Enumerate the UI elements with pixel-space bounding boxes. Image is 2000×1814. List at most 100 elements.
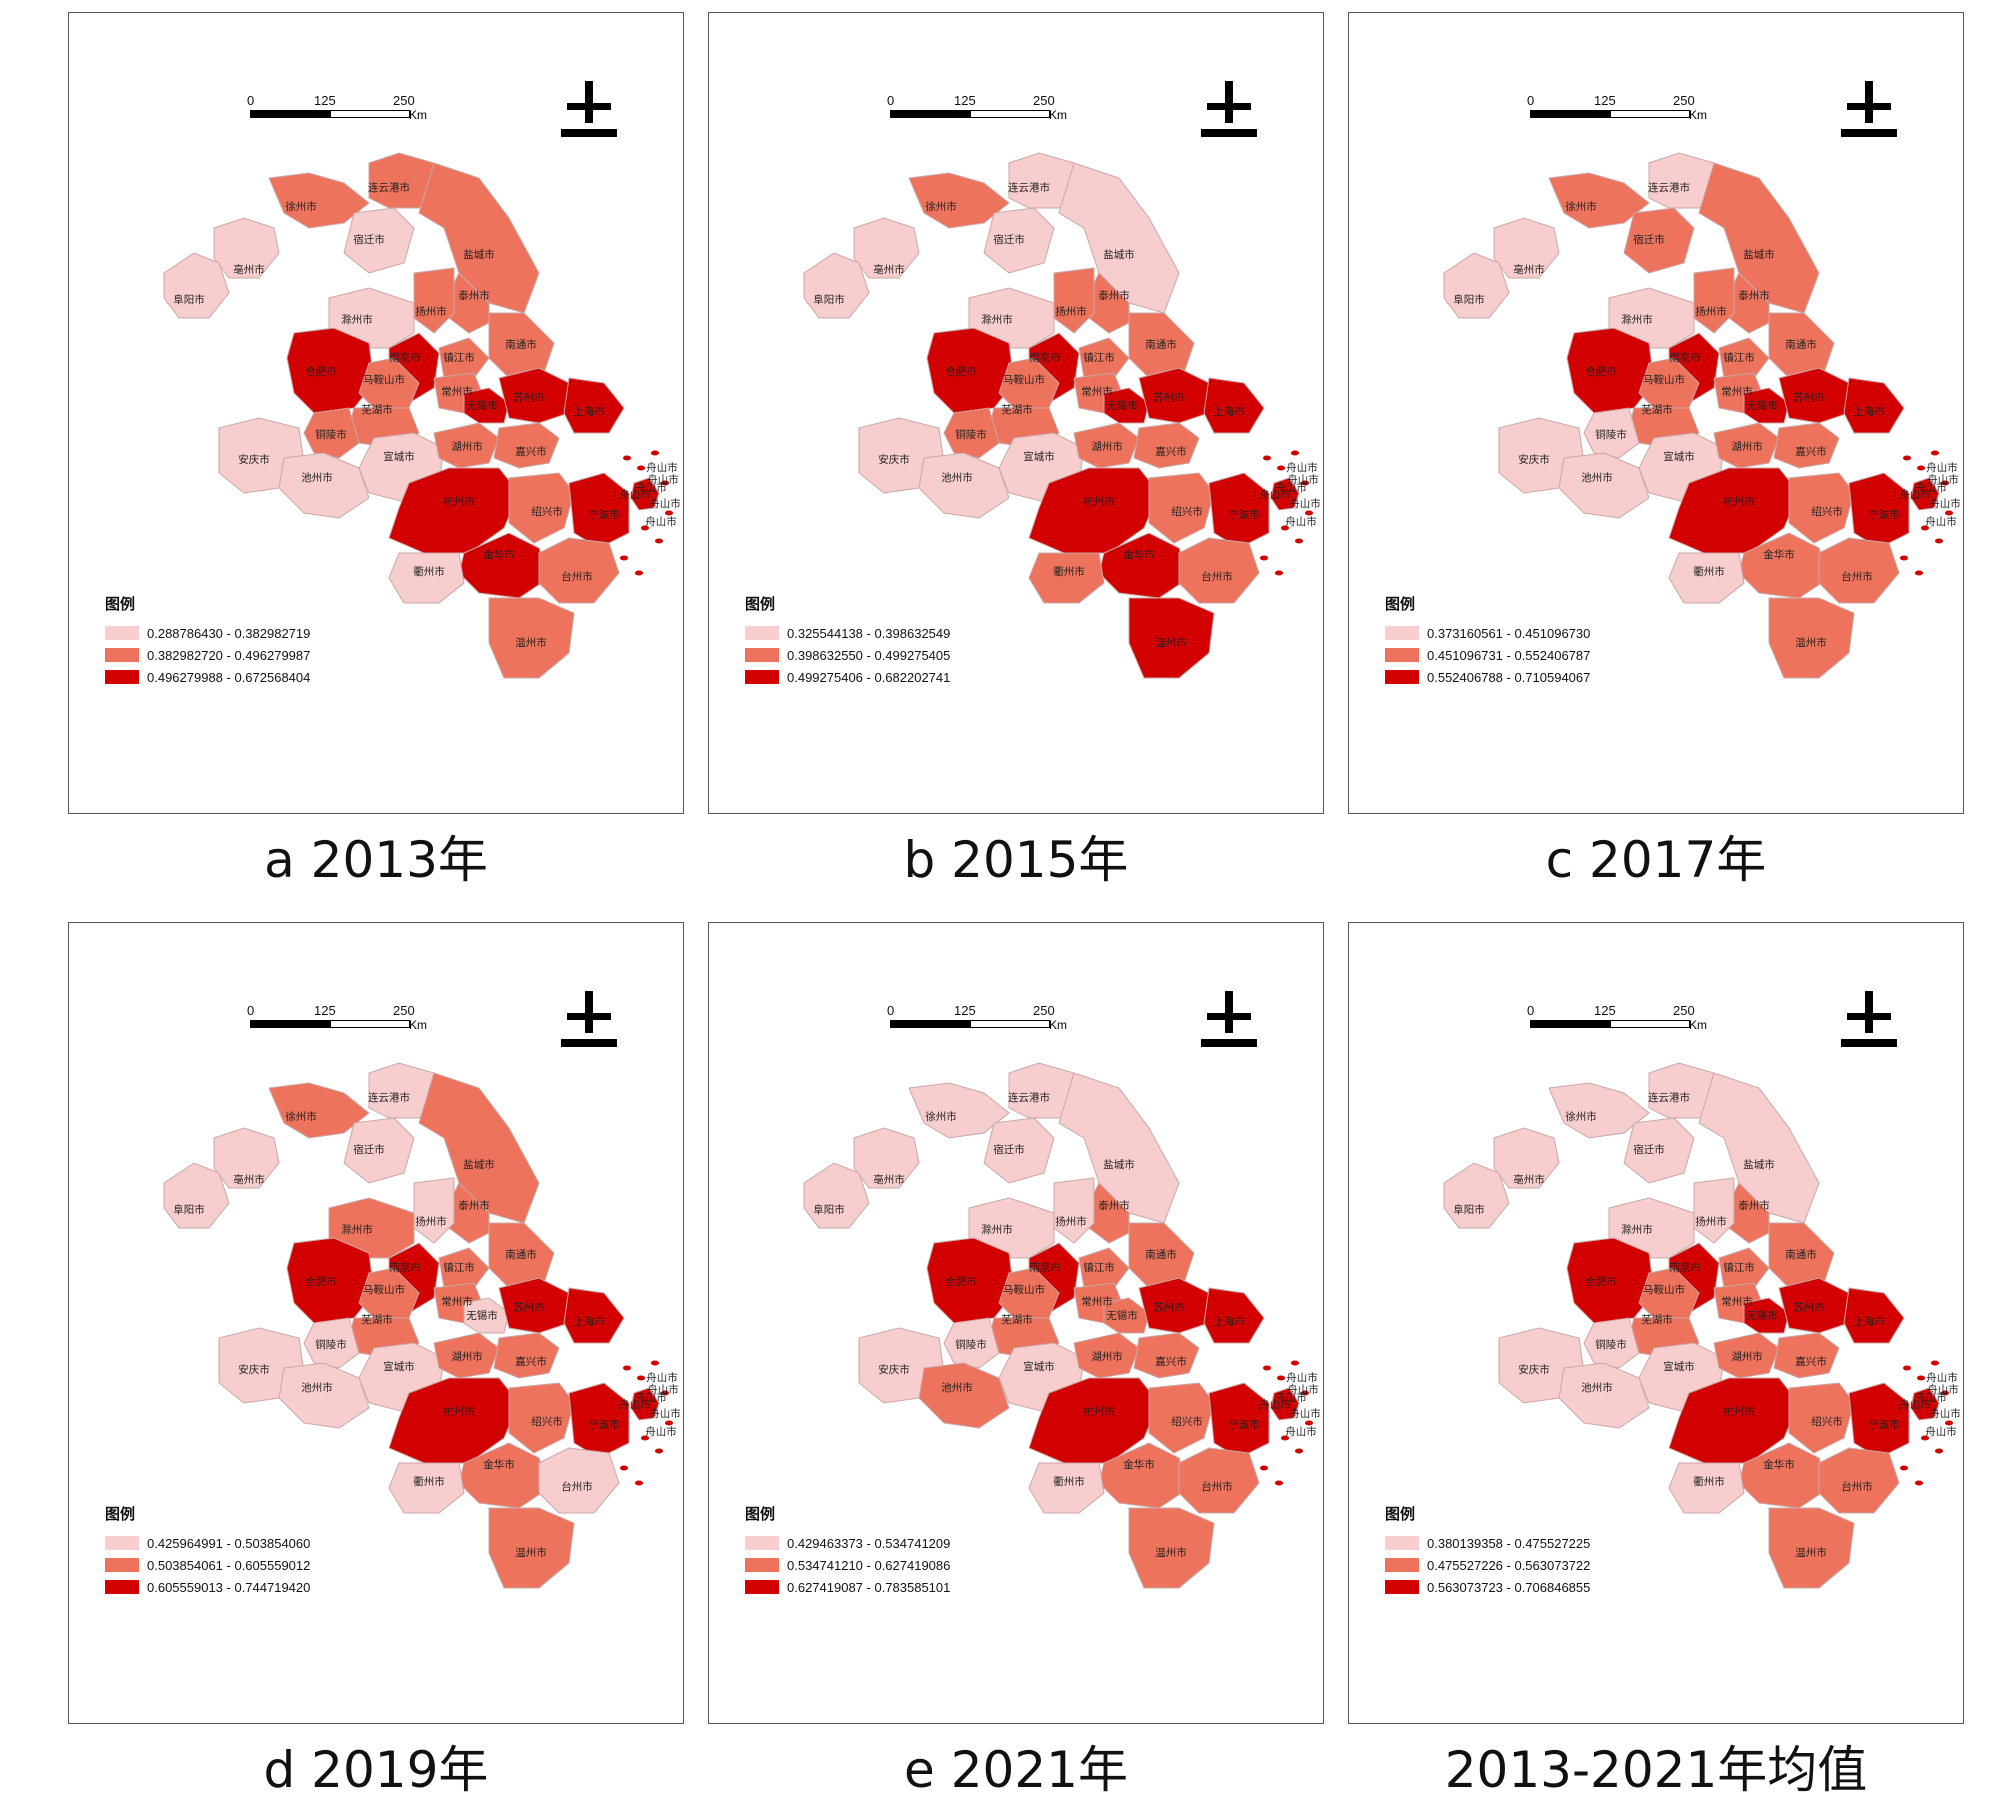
city-label: 安庆市 <box>878 453 910 466</box>
city-label: 宿迁市 <box>993 233 1025 246</box>
city-label: 宁波市 <box>1868 1418 1900 1431</box>
city-label: 衢州市 <box>413 565 445 578</box>
city-label: 滁州市 <box>1621 313 1653 326</box>
region-台州市 <box>538 537 620 604</box>
city-label: 苏州市 <box>1793 391 1825 404</box>
city-label: 滁州市 <box>341 1223 373 1236</box>
city-label: 马鞍山市 <box>1003 1283 1045 1296</box>
city-label: 滁州市 <box>981 313 1013 326</box>
city-label: 杭州市 <box>1723 1405 1755 1418</box>
city-label: 杭州市 <box>1723 495 1755 508</box>
island-mark <box>635 570 643 576</box>
scale-tick-label: 0 <box>887 93 895 108</box>
island-mark <box>641 1435 649 1441</box>
city-label: 常州市 <box>441 385 473 398</box>
region-舟山市 <box>630 477 660 511</box>
region-阜阳市 <box>1443 252 1510 319</box>
scale-tick-label: 125 <box>954 93 976 108</box>
region-舟山市 <box>1910 477 1940 511</box>
city-label: 安庆市 <box>238 453 270 466</box>
city-label: 泰州市 <box>1098 289 1130 302</box>
region-温州市 <box>1128 1507 1215 1589</box>
map-legend: 图例 0.288786430 - 0.382982719 0.382982720 -… <box>105 593 405 688</box>
legend-swatch <box>1385 1536 1419 1550</box>
legend-item: 0.552406788 - 0.710594067 <box>1385 666 1685 688</box>
city-label: 苏州市 <box>1153 1301 1185 1314</box>
city-label: 铜陵市 <box>955 1338 987 1351</box>
city-label: 舟山市 <box>1929 497 1961 510</box>
region-扬州市 <box>1693 267 1735 334</box>
region-宿迁市 <box>1623 207 1695 274</box>
region-宁波市 <box>568 1382 630 1459</box>
island-mark <box>1275 570 1283 576</box>
island-mark <box>1931 1360 1939 1366</box>
city-label: 温州市 <box>515 1546 547 1559</box>
region-铜陵市 <box>303 1317 360 1369</box>
city-label: 杭州市 <box>1083 1405 1115 1418</box>
city-label: 合肥市 <box>305 1275 337 1288</box>
city-label: 苏州市 <box>1793 1301 1825 1314</box>
city-label: 铜陵市 <box>1595 1338 1627 1351</box>
region-无锡市 <box>1743 1297 1790 1334</box>
scale-segment <box>1610 110 1690 118</box>
scale-segment <box>890 1020 970 1028</box>
region-盐城市 <box>418 1072 540 1224</box>
region-衢州市 <box>1668 552 1745 604</box>
legend-label: 0.429463373 - 0.534741209 <box>787 1535 951 1551</box>
legend-title: 图例 <box>105 1505 136 1523</box>
island-mark <box>1900 555 1908 561</box>
region-上海市 <box>1843 377 1905 434</box>
island-mark <box>1277 1375 1285 1381</box>
city-label: 舟山市 <box>1915 481 1947 494</box>
scale-bar: 0 125 250 Km <box>247 1003 427 1043</box>
island-mark <box>655 1448 663 1454</box>
city-label: 安庆市 <box>238 1363 270 1376</box>
city-label: 上海市 <box>1213 1315 1245 1328</box>
region-无锡市 <box>463 387 510 424</box>
island-mark <box>1305 510 1313 516</box>
island-mark <box>1935 538 1943 544</box>
legend-label: 0.425964991 - 0.503854060 <box>147 1535 311 1551</box>
region-宿迁市 <box>983 1117 1055 1184</box>
city-label: 金华市 <box>483 548 515 561</box>
legend-label: 0.325544138 - 0.398632549 <box>787 625 951 641</box>
island-mark <box>655 538 663 544</box>
region-台州市 <box>1818 537 1900 604</box>
legend-label: 0.288786430 - 0.382982719 <box>147 625 311 641</box>
city-label: 宿迁市 <box>1633 233 1665 246</box>
island-mark <box>1935 1448 1943 1454</box>
city-label: 马鞍山市 <box>363 373 405 386</box>
north-arrow-icon <box>561 81 617 137</box>
city-label: 扬州市 <box>1055 1215 1087 1228</box>
scale-tick-label: 250 <box>1673 1003 1695 1018</box>
island-mark <box>1945 1420 1953 1426</box>
region-宿迁市 <box>343 207 415 274</box>
city-label: 亳州市 <box>1513 1173 1545 1186</box>
city-label: 常州市 <box>441 1295 473 1308</box>
city-label: 阜阳市 <box>1453 293 1485 306</box>
city-label: 泰州市 <box>458 289 490 302</box>
city-label: 嘉兴市 <box>1155 445 1187 458</box>
city-label: 马鞍山市 <box>1003 373 1045 386</box>
region-亳州市 <box>213 1127 280 1189</box>
city-label: 舟山市 <box>649 497 681 510</box>
city-label: 衢州市 <box>1053 565 1085 578</box>
island-mark <box>1945 510 1953 516</box>
legend-title: 图例 <box>105 595 136 613</box>
city-label: 铜陵市 <box>1595 428 1627 441</box>
legend-title: 图例 <box>745 595 776 613</box>
city-label: 绍兴市 <box>1811 1415 1843 1428</box>
city-label: 宣城市 <box>1023 1360 1055 1373</box>
legend-label: 0.563073723 - 0.706846855 <box>1427 1579 1591 1595</box>
city-label: 温州市 <box>1795 1546 1827 1559</box>
city-label: 宣城市 <box>383 450 415 463</box>
city-label: 盐城市 <box>1743 1158 1775 1171</box>
city-label: 滁州市 <box>1621 1223 1653 1236</box>
region-衢州市 <box>388 1462 465 1514</box>
city-label: 金华市 <box>1123 1458 1155 1471</box>
city-label: 宿迁市 <box>353 1143 385 1156</box>
panel-caption: c 2017年 <box>1545 831 1767 889</box>
city-label: 宣城市 <box>383 1360 415 1373</box>
region-宁波市 <box>1848 472 1910 549</box>
